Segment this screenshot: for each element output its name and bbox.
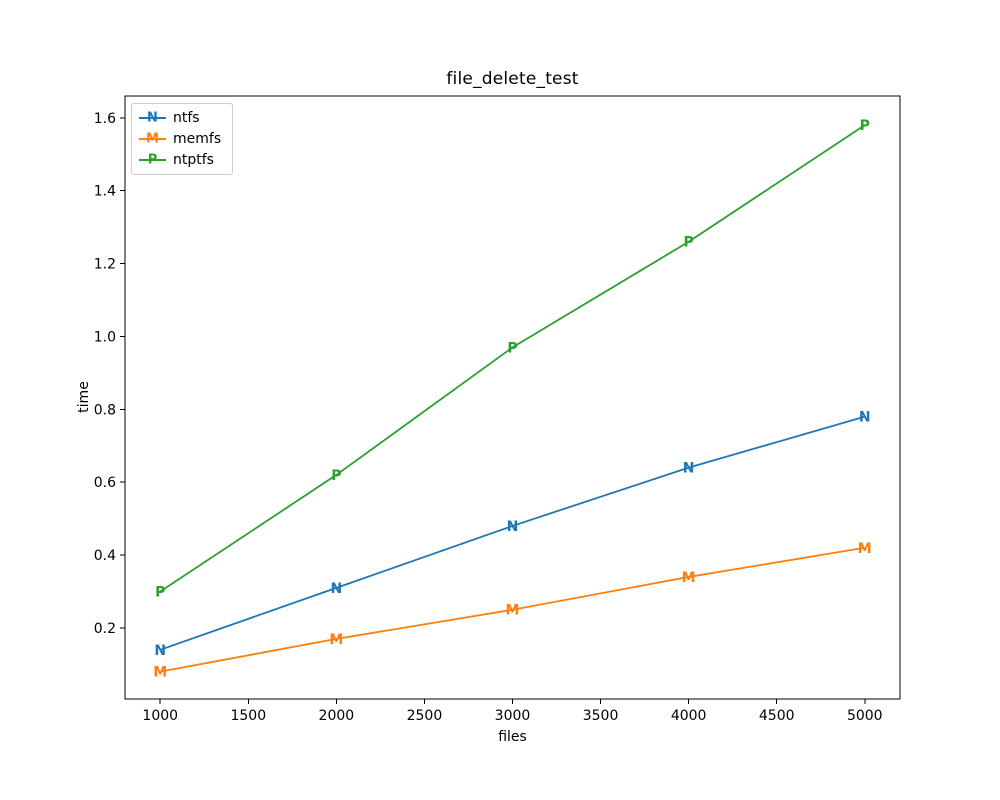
legend-line-icon [139, 138, 166, 140]
marker-letter-P: P [507, 340, 517, 356]
x-tick-label: 3000 [495, 708, 531, 724]
marker-letter-M: M [506, 603, 520, 619]
legend-line-marker-icon: P [139, 152, 166, 168]
x-axis-label: files [498, 729, 527, 745]
legend-item-label: memfs [173, 131, 222, 147]
series-markers-memfs: M M M M M [153, 541, 871, 681]
y-tick-label: 1.0 [94, 329, 116, 345]
marker-letter-P: P [860, 118, 870, 134]
x-tick-label: 5000 [847, 708, 883, 724]
series-line-ntfs [159, 415, 866, 651]
x-tick-label: 3500 [583, 708, 619, 724]
legend-marker-letter-icon: M [146, 131, 159, 147]
marker-letter-P: P [331, 468, 341, 484]
marker-letter-P: P [684, 235, 694, 251]
x-tick-label: 4500 [759, 708, 795, 724]
marker-letter-N: N [507, 519, 519, 535]
y-tick-label: 0.6 [94, 475, 116, 491]
y-tick-label: 0.4 [94, 548, 116, 564]
marker-letter-N: N [859, 410, 871, 426]
series-line-ntptfs [159, 124, 866, 593]
x-tick-label: 2000 [319, 708, 355, 724]
marker-letter-M: M [682, 570, 696, 586]
x-tick-label: 1500 [230, 708, 266, 724]
marker-letter-M: M [153, 665, 167, 681]
legend-line-icon [139, 159, 166, 161]
x-tick-label: 2500 [407, 708, 443, 724]
series-markers-ntptfs: P P P P P [155, 118, 870, 600]
y-axis-label: time [76, 381, 92, 413]
marker-letter-M: M [858, 541, 872, 557]
marker-letter-N: N [683, 461, 695, 477]
x-tick-label: 4000 [671, 708, 707, 724]
x-tick-label: 1000 [142, 708, 178, 724]
y-tick-label: 0.8 [94, 402, 116, 418]
series-line-memfs [160, 546, 865, 673]
series-markers-ntfs: N N N N N [154, 410, 870, 659]
x-axis-ticks: 1000 1500 2000 2500 3000 3500 4000 4500 5000 [142, 699, 883, 724]
legend-item-label: ntfs [173, 110, 200, 126]
y-tick-label: 1.2 [94, 257, 116, 273]
marker-letter-N: N [331, 581, 343, 597]
y-tick-label: 0.2 [94, 621, 116, 637]
legend-item-label: ntptfs [173, 152, 214, 168]
legend-marker-letter-icon: P [147, 152, 158, 168]
marker-letter-M: M [329, 632, 343, 648]
legend-line-icon [139, 117, 166, 119]
legend-marker-letter-icon: N [147, 110, 158, 126]
legend-line-marker-icon: M [139, 131, 166, 147]
y-tick-label: 1.6 [94, 111, 116, 127]
legend-line-marker-icon: N [139, 110, 166, 126]
marker-letter-P: P [155, 585, 165, 601]
marker-letter-N: N [154, 643, 166, 659]
chart-title: file_delete_test [446, 69, 579, 89]
y-axis-ticks: 0.2 0.4 0.6 0.8 1.0 1.2 1.4 1.6 [94, 111, 125, 637]
y-tick-label: 1.4 [94, 184, 116, 200]
